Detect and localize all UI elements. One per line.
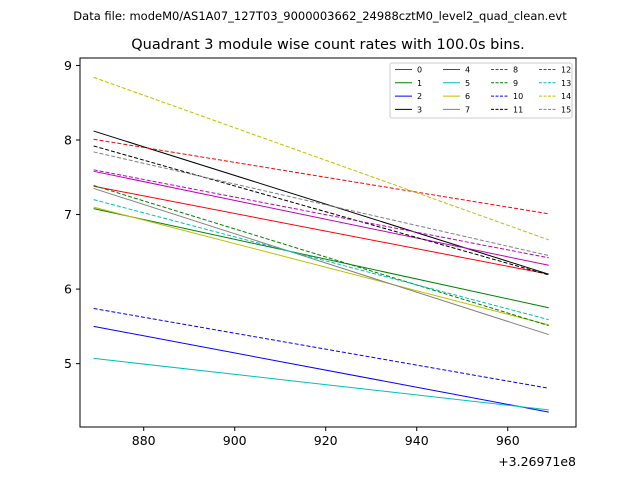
x-axis: 880 900 920 940 960 <box>132 427 520 448</box>
legend-label-13: 13 <box>561 79 571 88</box>
legend-label-14: 14 <box>561 92 571 101</box>
legend-label-12: 12 <box>561 66 571 75</box>
x-tick-label: 900 <box>223 433 247 448</box>
x-tick-label: 960 <box>496 433 520 448</box>
series-line-8 <box>93 138 549 215</box>
series-line-1 <box>93 208 549 309</box>
legend-label-6: 6 <box>465 92 470 101</box>
series-line-11 <box>93 145 549 276</box>
legend-label-2: 2 <box>417 92 422 101</box>
series-line-4 <box>93 170 549 266</box>
series-line-15 <box>93 151 549 257</box>
suptitle: Data file: modeM0/AS1A07_127T03_90000036… <box>73 9 567 23</box>
legend-label-0: 0 <box>417 66 422 75</box>
series-line-2 <box>93 325 549 413</box>
series-line-7 <box>93 187 549 336</box>
legend-label-5: 5 <box>465 79 470 88</box>
legend-label-7: 7 <box>465 105 470 114</box>
x-tick-label: 920 <box>314 433 338 448</box>
plot-area <box>93 76 549 413</box>
series-line-3 <box>93 130 549 275</box>
legend-label-10: 10 <box>513 92 523 101</box>
legend-label-11: 11 <box>513 105 523 114</box>
legend-label-9: 9 <box>513 79 518 88</box>
series-line-10 <box>93 307 549 389</box>
legend-label-1: 1 <box>417 79 422 88</box>
y-tick-label: 9 <box>64 58 72 73</box>
series-line-0 <box>93 185 549 275</box>
y-tick-label: 5 <box>64 356 72 371</box>
series-line-13 <box>93 199 549 321</box>
x-tick-label: 940 <box>405 433 429 448</box>
series-line-5 <box>93 357 549 411</box>
legend-label-15: 15 <box>561 105 571 114</box>
legend-label-4: 4 <box>465 66 470 75</box>
x-tick-label: 880 <box>132 433 156 448</box>
series-line-14 <box>93 76 549 241</box>
y-tick-label: 7 <box>64 207 72 222</box>
y-tick-label: 6 <box>64 282 72 297</box>
chart-title: Quadrant 3 module wise count rates with … <box>131 37 525 53</box>
axes-frame <box>79 57 577 428</box>
legend-label-8: 8 <box>513 66 518 75</box>
series-line-12 <box>93 169 549 259</box>
y-tick-label: 8 <box>64 133 72 148</box>
y-axis: 5 6 7 8 9 <box>64 58 80 371</box>
x-offset-label: +3.26971e8 <box>498 454 576 469</box>
series-line-6 <box>93 206 549 326</box>
legend-box <box>389 62 573 119</box>
legend-label-3: 3 <box>417 105 422 114</box>
series-line-9 <box>93 184 549 327</box>
